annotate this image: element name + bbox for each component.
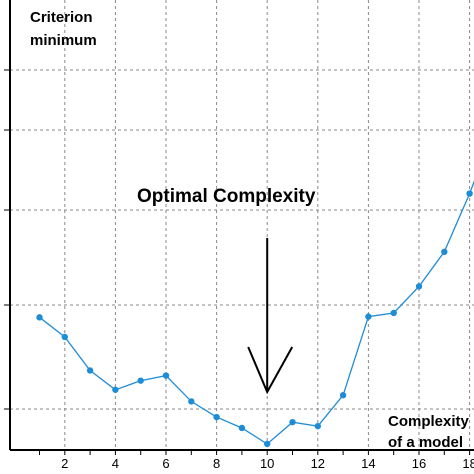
optimal-complexity-arrow: [247, 238, 294, 395]
series-line: [39, 180, 474, 445]
x-tick-labels: 2 4 6 8 10 12 14 16 18: [61, 456, 474, 471]
x-tick-label-6: 6: [162, 456, 169, 471]
data-point-10: [264, 440, 271, 448]
x-ticks: [39, 450, 471, 455]
x-axis-label-line-1: Complexity: [388, 413, 470, 430]
data-point-11: [289, 418, 296, 426]
x-axis-label-line-2: of a model: [388, 434, 463, 451]
data-point-16: [415, 283, 423, 290]
x-tick-label-16: 16: [412, 456, 426, 471]
arrow-head: [247, 346, 294, 395]
y-axis-label-line-1: Criterion: [30, 9, 93, 26]
data-point-2: [61, 333, 68, 341]
data-point-14: [365, 313, 372, 320]
x-tick-label-10: 10: [260, 456, 274, 471]
data-point-7: [188, 398, 195, 405]
x-tick-label-2: 2: [61, 456, 68, 471]
y-axis-label-line-2: minimum: [30, 32, 97, 49]
x-tick-label-4: 4: [112, 456, 119, 471]
series-markers: [36, 190, 473, 448]
data-point-3: [86, 367, 94, 374]
grid-lines: [10, 0, 474, 450]
x-tick-label-14: 14: [361, 456, 375, 471]
x-tick-label-12: 12: [311, 456, 325, 471]
data-point-5: [137, 377, 144, 384]
data-point-1: [36, 314, 43, 321]
data-point-6: [162, 372, 170, 379]
data-point-9: [238, 424, 246, 432]
x-tick-label-18: 18: [462, 456, 474, 471]
data-point-13: [339, 392, 347, 399]
optimal-complexity-annotation: Optimal Complexity: [137, 186, 316, 207]
data-point-8: [213, 413, 220, 421]
data-point-4: [112, 386, 119, 393]
data-point-18: [466, 190, 473, 197]
data-point-17: [441, 248, 448, 256]
x-tick-label-8: 8: [213, 456, 220, 471]
data-point-12: [314, 422, 321, 430]
data-point-15: [390, 309, 397, 317]
